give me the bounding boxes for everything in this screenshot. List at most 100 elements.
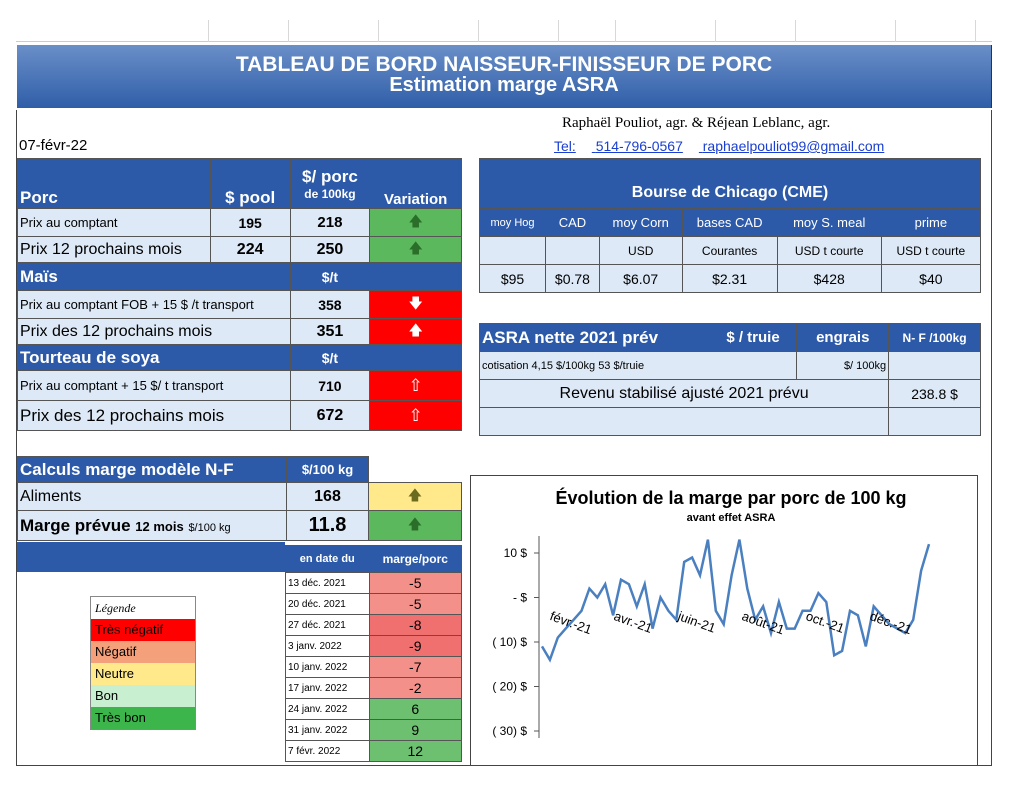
history-date: 20 déc. 2021 bbox=[285, 593, 370, 615]
cme-value: $95 bbox=[479, 264, 546, 293]
cme-col-header: bases CAD bbox=[681, 208, 778, 237]
cme-subheader bbox=[545, 236, 600, 265]
history-marge: -9 bbox=[368, 635, 463, 657]
legend-item: Très bon bbox=[91, 707, 195, 729]
history-row: 7 févr. 2022 12 bbox=[285, 740, 463, 762]
history-marge: -8 bbox=[368, 614, 463, 636]
soya-title: Tourteau de soya bbox=[17, 344, 291, 371]
history-row: 17 janv. 2022 -2 bbox=[285, 677, 463, 699]
soya-value: 672 bbox=[289, 400, 371, 431]
col-pool: $ pool bbox=[209, 158, 291, 209]
cme-col-header: prime bbox=[880, 208, 982, 237]
mais-row-label: Prix au comptant FOB + 15 $ /t transport bbox=[17, 290, 291, 319]
cme-subheader bbox=[479, 236, 546, 265]
marge-unit: $/100 kg bbox=[286, 456, 369, 483]
cme-value: $2.31 bbox=[681, 264, 778, 293]
arrow-up-icon: 🡅 bbox=[368, 510, 462, 541]
chart-svg: Évolution de la marge par porc de 100 kg… bbox=[492, 487, 931, 738]
history-date: 7 févr. 2022 bbox=[285, 740, 370, 762]
porc-row-label: Prix au comptant bbox=[17, 208, 211, 237]
mais-row-label: Prix des 12 prochains mois bbox=[17, 318, 291, 345]
history-row: 27 déc. 2021 -8 bbox=[285, 614, 463, 636]
x-tick-label: avr.-21 bbox=[612, 608, 654, 636]
authors: Raphaël Pouliot, agr. & Réjean Leblanc, … bbox=[562, 115, 831, 131]
porc-value: 250 bbox=[289, 236, 371, 263]
soya-row-label: Prix au comptant + 15 $/ t transport bbox=[17, 370, 291, 401]
y-tick-label: ( 20) $ bbox=[492, 680, 527, 694]
tel-number[interactable]: 514-796-0567 bbox=[595, 138, 683, 154]
col-porc: $/ porc de 100kg bbox=[289, 158, 371, 209]
history-row: 20 déc. 2021 -5 bbox=[285, 593, 463, 615]
cme-col-header: moy S. meal bbox=[776, 208, 882, 237]
legend-item: Neutre bbox=[91, 663, 195, 685]
margin-chart: Évolution de la marge par porc de 100 kg… bbox=[470, 475, 978, 766]
arrow-up-icon: ⇧ bbox=[369, 400, 462, 431]
history-date: 27 déc. 2021 bbox=[285, 614, 370, 636]
mais-value: 358 bbox=[289, 290, 371, 319]
cme-title: Bourse de Chicago (CME) bbox=[479, 158, 981, 209]
arrow-down-icon: 🡇 bbox=[369, 290, 462, 319]
history-date: 3 janv. 2022 bbox=[285, 635, 370, 657]
legend-item: Très négatif bbox=[91, 619, 195, 641]
cme-col-header: CAD bbox=[545, 208, 600, 237]
col-engrais: engrais bbox=[796, 323, 890, 352]
arrow-up-icon: 🡅 bbox=[369, 236, 462, 263]
history-marge: 6 bbox=[368, 698, 463, 720]
history-table: en date du marge/porc 13 déc. 2021 -5 20 d… bbox=[285, 545, 463, 762]
marge-title: Calculs marge modèle N-F bbox=[17, 456, 287, 483]
revenu-label: Revenu stabilisé ajusté 2021 prévu bbox=[478, 379, 890, 408]
history-marge: 9 bbox=[368, 719, 463, 741]
soya-row-label: Prix des 12 prochains mois bbox=[17, 400, 291, 431]
contact-line[interactable]: Tel: 514-796-0567 raphaelpouliot99@gmail… bbox=[554, 138, 900, 154]
history-marge: -5 bbox=[368, 572, 463, 594]
marge-value: 11.8 bbox=[286, 510, 369, 541]
soya-unit: $/t bbox=[289, 344, 371, 371]
soya-value: 710 bbox=[289, 370, 371, 401]
cme-subheader: USD bbox=[598, 236, 683, 265]
legend-title: Légende bbox=[95, 601, 136, 615]
col-nf: N- F /100kg bbox=[888, 323, 981, 352]
marge-table: Calculs marge modèle N-F $/100 kg Alimen… bbox=[17, 456, 462, 541]
arrow-up-icon: 🡅 bbox=[369, 208, 462, 237]
x-tick-label: juin-21 bbox=[675, 608, 718, 636]
email-link[interactable]: raphaelpouliot99@gmail.com bbox=[702, 138, 885, 154]
cme-col-header: moy Hog bbox=[479, 208, 546, 237]
porc-pool-value: 224 bbox=[209, 236, 291, 263]
history-marge: 12 bbox=[368, 740, 463, 762]
title-banner: TABLEAU DE BORD NAISSEUR-FINISSEUR DE PO… bbox=[17, 45, 992, 108]
arrow-up-icon: ⇧ bbox=[369, 370, 462, 401]
mais-value: 351 bbox=[289, 318, 371, 345]
legend-item: Négatif bbox=[91, 641, 195, 663]
x-tick-label: févr.-21 bbox=[548, 608, 594, 637]
legend-item: Bon bbox=[91, 685, 195, 707]
history-row: 10 janv. 2022 -7 bbox=[285, 656, 463, 678]
history-header-bar bbox=[17, 542, 285, 572]
history-date: 31 janv. 2022 bbox=[285, 719, 370, 741]
history-date: 17 janv. 2022 bbox=[285, 677, 370, 699]
y-tick-label: - $ bbox=[513, 591, 527, 605]
col-truie: $ / truie bbox=[708, 323, 798, 352]
history-date: 10 janv. 2022 bbox=[285, 656, 370, 678]
mais-unit: $/t bbox=[289, 262, 371, 291]
marge-label: Marge prévue 12 mois $/100 kg bbox=[17, 510, 287, 541]
cme-subheader: USD t courte bbox=[880, 236, 982, 265]
chart-subtitle: avant effet ASRA bbox=[687, 512, 776, 524]
porc-title: Porc bbox=[17, 158, 211, 209]
arrow-up-icon: 🡅 bbox=[368, 482, 462, 511]
page-title: TABLEAU DE BORD NAISSEUR-FINISSEUR DE PO… bbox=[235, 53, 773, 76]
porc-value: 218 bbox=[289, 208, 371, 237]
chart-title: Évolution de la marge par porc de 100 kg bbox=[555, 487, 906, 508]
history-date: 13 déc. 2021 bbox=[285, 572, 370, 594]
cme-subheader: Courantes bbox=[681, 236, 778, 265]
x-tick-label: oct.-21 bbox=[804, 608, 846, 636]
x-tick-label: déc.-21 bbox=[868, 608, 914, 637]
history-marge: -2 bbox=[368, 677, 463, 699]
history-row: 3 janv. 2022 -9 bbox=[285, 635, 463, 657]
history-marge: -7 bbox=[368, 656, 463, 678]
aliments-label: Aliments bbox=[17, 482, 287, 511]
unit-100kg: $/ 100kg bbox=[796, 351, 890, 380]
history-marge: -5 bbox=[368, 593, 463, 615]
cme-subheader: USD t courte bbox=[776, 236, 882, 265]
mais-title: Maïs bbox=[17, 262, 291, 291]
cme-value: $40 bbox=[880, 264, 982, 293]
